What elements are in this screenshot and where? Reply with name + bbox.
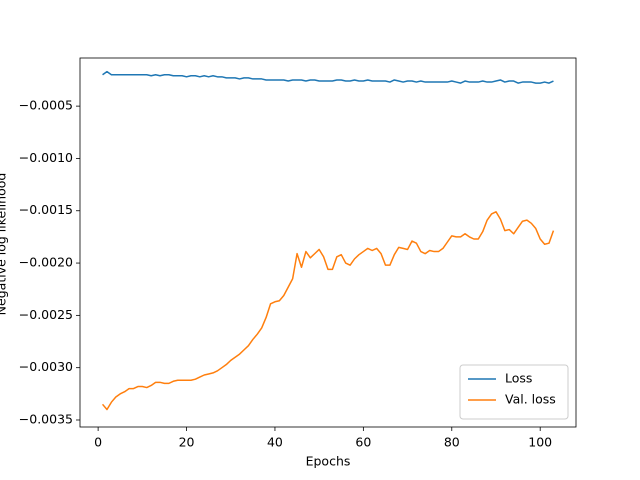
x-axis-label: Epochs <box>306 454 351 469</box>
series-line <box>102 70 554 84</box>
y-tick-label: −0.0035 <box>19 411 73 426</box>
y-tick-label: −0.0020 <box>19 255 73 270</box>
legend-label: Val. loss <box>505 392 556 407</box>
y-tick-label: −0.0005 <box>19 98 73 113</box>
x-tick-label: 60 <box>355 435 371 450</box>
x-tick-label: 80 <box>444 435 460 450</box>
x-tick-label: 100 <box>528 435 552 450</box>
y-tick-label: −0.0025 <box>19 307 73 322</box>
series-line <box>101 211 555 411</box>
y-tick-label: −0.0030 <box>19 359 73 374</box>
y-tick-label: −0.0010 <box>19 150 73 165</box>
x-tick-label: 20 <box>179 435 195 450</box>
plot-frame <box>79 57 577 428</box>
y-tick-label: −0.0015 <box>19 202 73 217</box>
y-axis-label: Negative log likelihood <box>0 173 9 316</box>
x-tick-label: 40 <box>267 435 283 450</box>
legend-label: Loss <box>505 371 532 386</box>
x-tick-label: 0 <box>94 435 102 450</box>
